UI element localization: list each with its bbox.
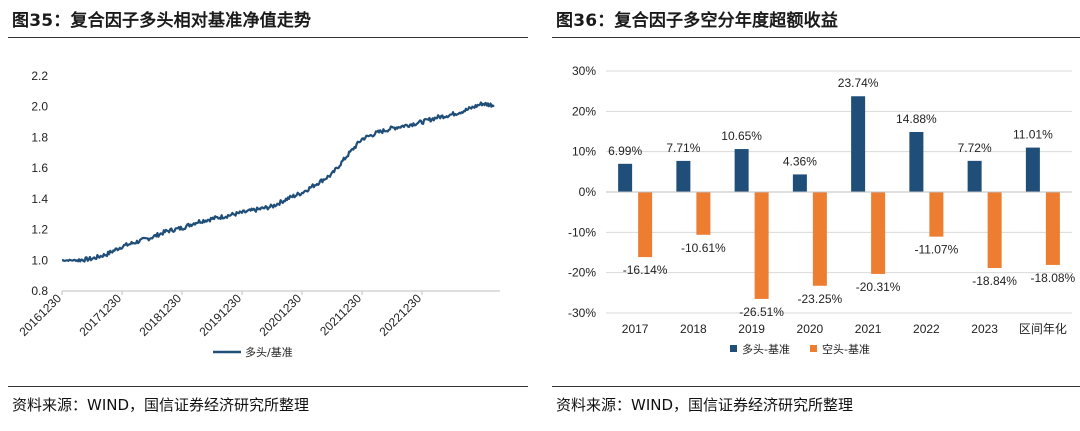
bar-long-vs-benchmark — [967, 160, 982, 192]
bar-short-vs-benchmark — [1045, 192, 1060, 265]
data-label-long: 7.71% — [666, 141, 700, 155]
data-label-long: 23.74% — [838, 76, 879, 90]
bar-chart: 30% 20% 10% 0% -10% -20% -30% 6.99% -16.14% 2017 7… — [568, 64, 1076, 356]
bar-long-vs-benchmark — [851, 96, 866, 192]
legend-label-short: 空头-基准 — [822, 342, 870, 356]
data-label-long: 14.88% — [896, 112, 937, 126]
y-tick-label: -30% — [568, 306, 596, 320]
x-category-label: 2020 — [797, 322, 824, 336]
y-tick-label: 1.2 — [31, 223, 48, 237]
y-tick-label: 20% — [572, 104, 596, 118]
bar-long-vs-benchmark — [676, 160, 691, 192]
bar-short-vs-benchmark — [987, 192, 1002, 268]
bar-short-vs-benchmark — [754, 192, 769, 299]
right-title-rule — [552, 37, 1080, 38]
x-category-label: 区间年化 — [1019, 322, 1067, 336]
data-label-short: -23.25% — [798, 292, 843, 306]
y-tick-label: -20% — [568, 266, 596, 280]
data-label-short: -18.08% — [1031, 271, 1076, 285]
x-tick-label: 20221230 — [376, 291, 424, 339]
y-tick-label: 1.4 — [31, 192, 48, 206]
legend-label-long-vs-benchmark: 多头/基准 — [245, 345, 293, 359]
bar-long-vs-benchmark — [618, 163, 633, 192]
y-tick-label: 0.8 — [31, 284, 48, 298]
data-label-short: -20.31% — [856, 280, 901, 294]
x-category-label: 2023 — [971, 322, 998, 336]
y-tick-label: 30% — [572, 64, 596, 78]
bar-short-vs-benchmark — [871, 192, 886, 274]
data-label-long: 10.65% — [721, 129, 762, 143]
data-label-long: 6.99% — [608, 144, 642, 158]
right-source-note: 资料来源：WIND，国信证券经济研究所整理 — [556, 396, 854, 414]
data-label-short: -26.51% — [739, 305, 784, 319]
x-category-label: 2019 — [738, 322, 765, 336]
x-tick-label: 20171230 — [76, 291, 124, 339]
y-tick-label: 10% — [572, 145, 596, 159]
x-tick-label: 20201230 — [256, 291, 304, 339]
data-label-short: -16.14% — [623, 263, 668, 277]
y-tick-label: -10% — [568, 225, 596, 239]
y-tick-label: 0% — [579, 185, 597, 199]
x-category-label: 2017 — [622, 322, 649, 336]
bar-short-vs-benchmark — [696, 192, 711, 235]
y-tick-label: 1.0 — [31, 253, 48, 267]
legend-label-long: 多头-基准 — [742, 342, 790, 356]
legend-swatch-long — [730, 345, 737, 352]
left-figure-title: 图35：复合因子多头相对基准净值走势 — [12, 11, 312, 31]
x-tick-label: 20161230 — [16, 291, 64, 339]
right-figure-title: 图36：复合因子多空分年度超额收益 — [556, 11, 839, 31]
bar-short-vs-benchmark — [638, 192, 653, 258]
data-label-short: -10.61% — [681, 241, 726, 255]
left-source-rule — [8, 386, 528, 387]
y-tick-label: 2.2 — [31, 69, 48, 83]
data-label-long: 7.72% — [958, 141, 992, 155]
y-tick-label: 1.6 — [31, 161, 48, 175]
x-tick-label: 20211230 — [317, 291, 364, 338]
bar-short-vs-benchmark — [929, 192, 944, 237]
left-figure-panel: 图35：复合因子多头相对基准净值走势 0.8 1.0 1.2 1.4 1.6 1.8 2.0… — [0, 0, 528, 431]
bar-long-vs-benchmark — [792, 174, 807, 192]
x-tick-label: 20191230 — [196, 291, 244, 339]
y-tick-label: 2.0 — [31, 100, 48, 114]
data-label-long: 4.36% — [783, 154, 817, 168]
left-title-rule — [8, 37, 528, 38]
series-line-long-vs-benchmark — [61, 101, 495, 263]
line-chart: 0.8 1.0 1.2 1.4 1.6 1.8 2.0 2.2 20161230 20171230… — [16, 69, 500, 359]
x-category-label: 2021 — [855, 322, 882, 336]
right-figure-panel: 图36：复合因子多空分年度超额收益 30% 20% 10% 0% -10% -20% -30… — [552, 0, 1080, 431]
right-source-rule — [552, 386, 1080, 387]
x-category-label: 2022 — [913, 322, 940, 336]
legend-swatch-short — [810, 345, 817, 352]
bar-long-vs-benchmark — [909, 131, 924, 192]
data-label-short: -18.84% — [972, 274, 1017, 288]
y-tick-label: 1.8 — [31, 130, 48, 144]
bar-long-vs-benchmark — [1025, 147, 1040, 192]
bar-long-vs-benchmark — [734, 149, 749, 192]
bar-short-vs-benchmark — [812, 192, 827, 286]
x-tick-label: 20181230 — [136, 291, 184, 339]
x-category-label: 2018 — [680, 322, 707, 336]
data-label-short: -11.07% — [914, 243, 958, 257]
left-source-note: 资料来源：WIND，国信证券经济研究所整理 — [12, 396, 310, 414]
data-label-long: 11.01% — [1013, 128, 1053, 142]
